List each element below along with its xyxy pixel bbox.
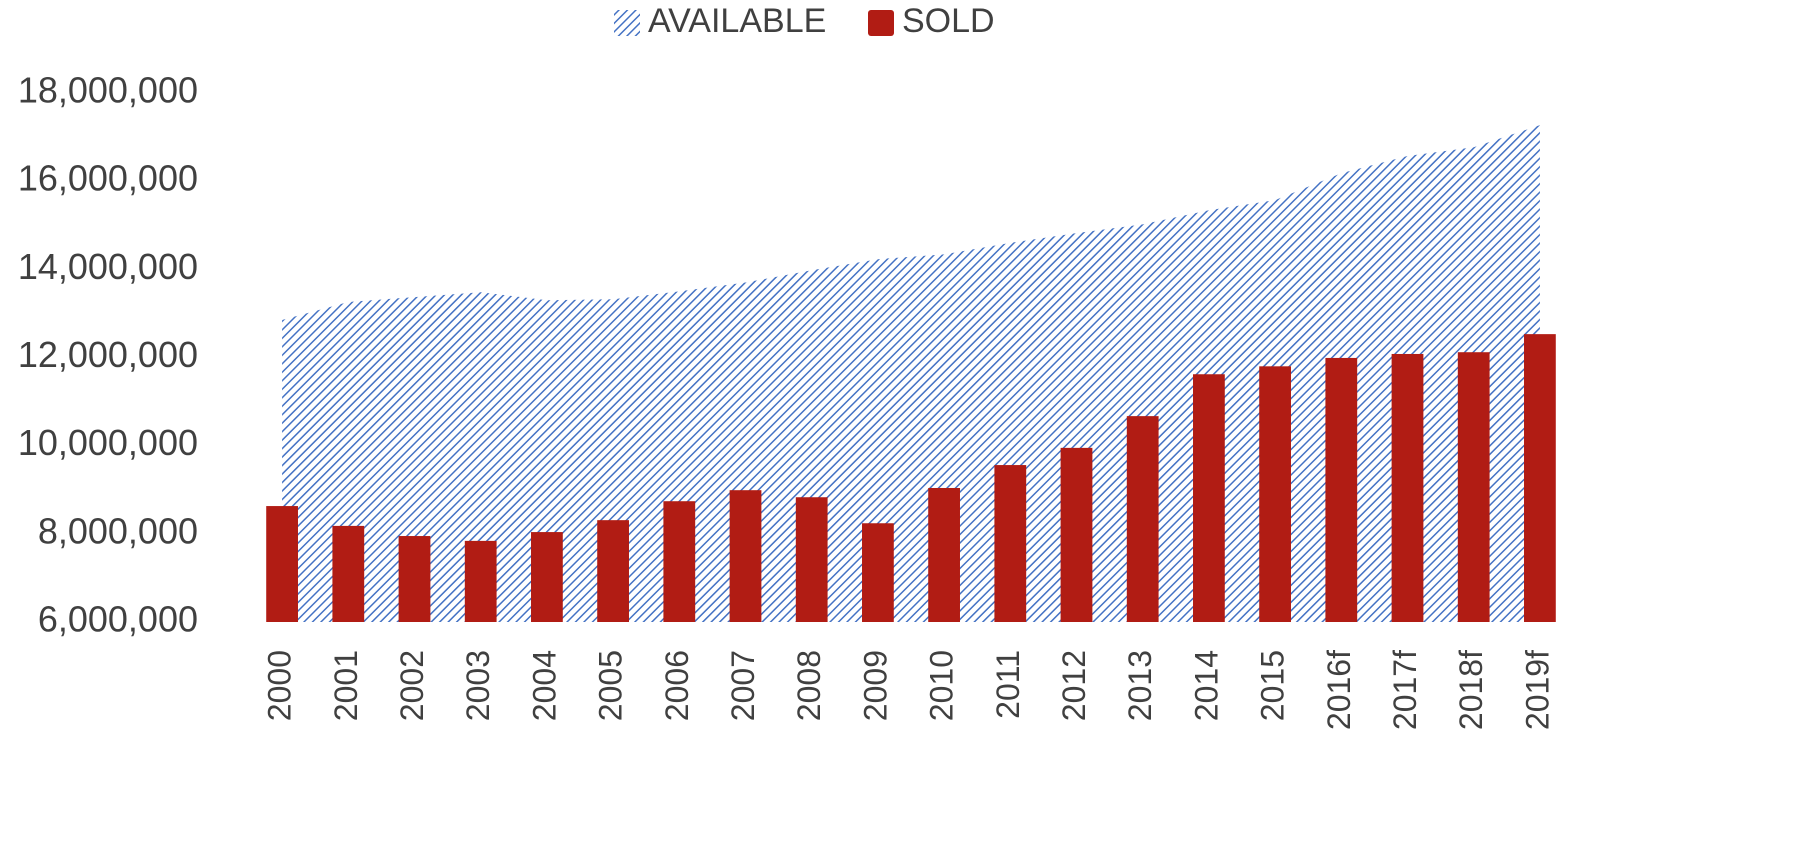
x-tick-label: 2002	[394, 650, 430, 721]
bar	[928, 487, 960, 622]
x-tick-label: 2001	[328, 650, 364, 721]
x-tick-label: 2013	[1122, 650, 1158, 721]
bar	[663, 501, 696, 622]
x-tick-label: 2019f	[1519, 650, 1555, 730]
bar	[994, 465, 1027, 622]
x-tick-label: 2003	[460, 650, 496, 721]
y-tick-label: 8,000,000	[38, 510, 198, 551]
x-tick-label: 2016f	[1321, 650, 1357, 730]
legend-swatch	[614, 10, 640, 36]
x-tick-label: 2008	[791, 650, 827, 721]
x-tick-label: 2006	[659, 650, 695, 721]
legend: AVAILABLE SOLD	[614, 2, 995, 40]
x-tick-label: 2018f	[1453, 650, 1489, 730]
legend-label: SOLD	[902, 2, 995, 40]
x-tick-label: 2014	[1188, 650, 1224, 721]
x-tick-label: 2009	[857, 650, 893, 721]
bar	[266, 506, 298, 622]
y-tick-label: 12,000,000	[18, 334, 198, 375]
bar	[464, 540, 497, 622]
bar	[1060, 447, 1093, 622]
bar	[1126, 416, 1159, 622]
x-tick-label: 2007	[725, 650, 761, 721]
x-tick-label: 2005	[593, 650, 629, 721]
legend-swatch	[868, 10, 894, 36]
x-tick-label: 2017f	[1387, 650, 1423, 730]
bar	[1391, 353, 1424, 622]
area	[282, 125, 1540, 622]
bar	[862, 523, 894, 622]
y-tick-label: 16,000,000	[18, 158, 198, 199]
bar	[1524, 334, 1556, 622]
x-tick-label: 2011	[990, 650, 1026, 719]
legend-label: AVAILABLE	[648, 2, 826, 40]
x-tick-label: 2012	[1056, 650, 1092, 721]
x-tick-label: 2004	[526, 650, 562, 721]
y-tick-label: 6,000,000	[38, 599, 198, 640]
y-tick-label: 14,000,000	[18, 246, 198, 287]
bar	[597, 520, 629, 622]
bar	[795, 497, 828, 622]
bar	[1193, 374, 1225, 622]
y-tick-label: 10,000,000	[18, 422, 198, 463]
bar	[1325, 357, 1358, 622]
x-tick-label: 2000	[262, 650, 298, 721]
bar	[398, 536, 431, 622]
x-tick-label: 2010	[924, 650, 960, 721]
bar	[531, 532, 563, 622]
x-tick-label: 2015	[1255, 650, 1291, 721]
y-tick-label: 18,000,000	[18, 70, 198, 111]
bar	[729, 490, 762, 622]
bar	[1259, 366, 1291, 622]
bar	[332, 525, 365, 622]
bar	[1457, 352, 1490, 622]
